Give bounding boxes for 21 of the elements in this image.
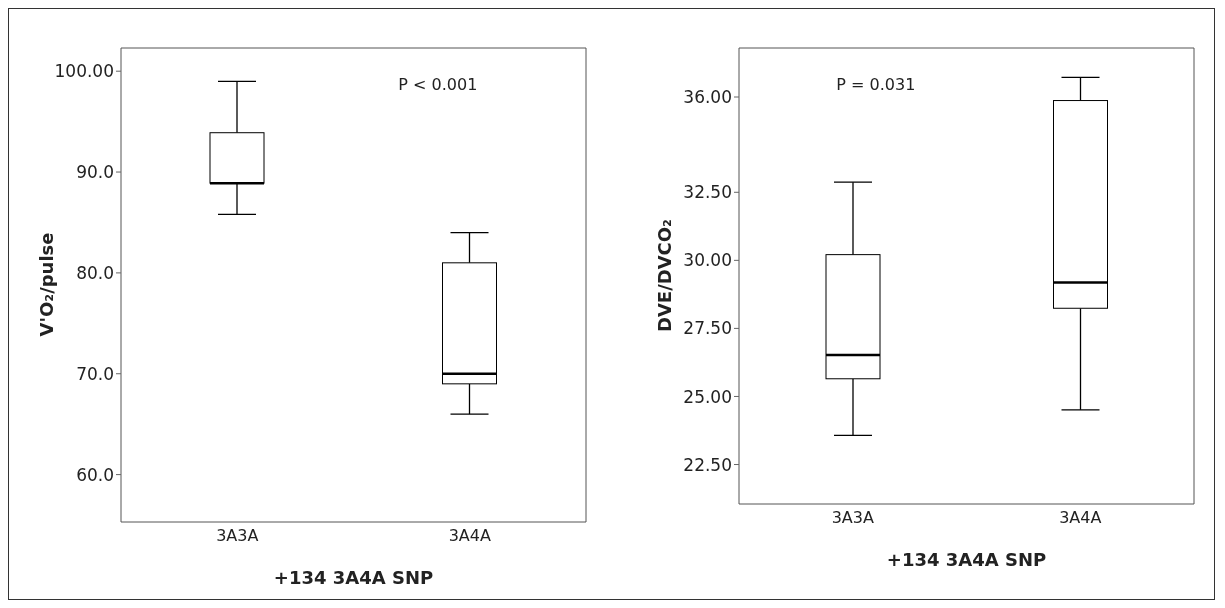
y-tick-label: 60.0 <box>76 464 114 485</box>
x-axis-title: +134 3A4A SNP <box>886 549 1047 570</box>
y-tick-label: 36.00 <box>683 87 732 108</box>
x-tick-label: 3A4A <box>1059 508 1102 528</box>
annotation: P = 0.031 <box>836 75 916 94</box>
y-tick-label: 90.0 <box>76 162 114 183</box>
y-tick-label: 30.00 <box>683 250 732 271</box>
y-axis-title: V'O₂/pulse <box>36 232 57 337</box>
y-tick-label: 27.50 <box>683 318 732 339</box>
y-tick-label: 32.50 <box>683 182 732 203</box>
y-tick-label: 70.0 <box>76 363 114 384</box>
y-axis-title: DVE/DVCO₂ <box>654 218 675 333</box>
x-tick-label: 3A3A <box>831 508 874 528</box>
y-tick-label: 25.00 <box>683 386 732 407</box>
y-tick-label: 100.00 <box>54 61 114 82</box>
y-tick-label: 80.0 <box>76 262 114 283</box>
annotation: P < 0.001 <box>398 75 478 94</box>
x-tick-label: 3A4A <box>448 526 491 546</box>
x-axis-title: +134 3A4A SNP <box>273 567 434 588</box>
x-tick-label: 3A3A <box>216 526 259 546</box>
y-tick-label: 22.50 <box>683 454 732 475</box>
